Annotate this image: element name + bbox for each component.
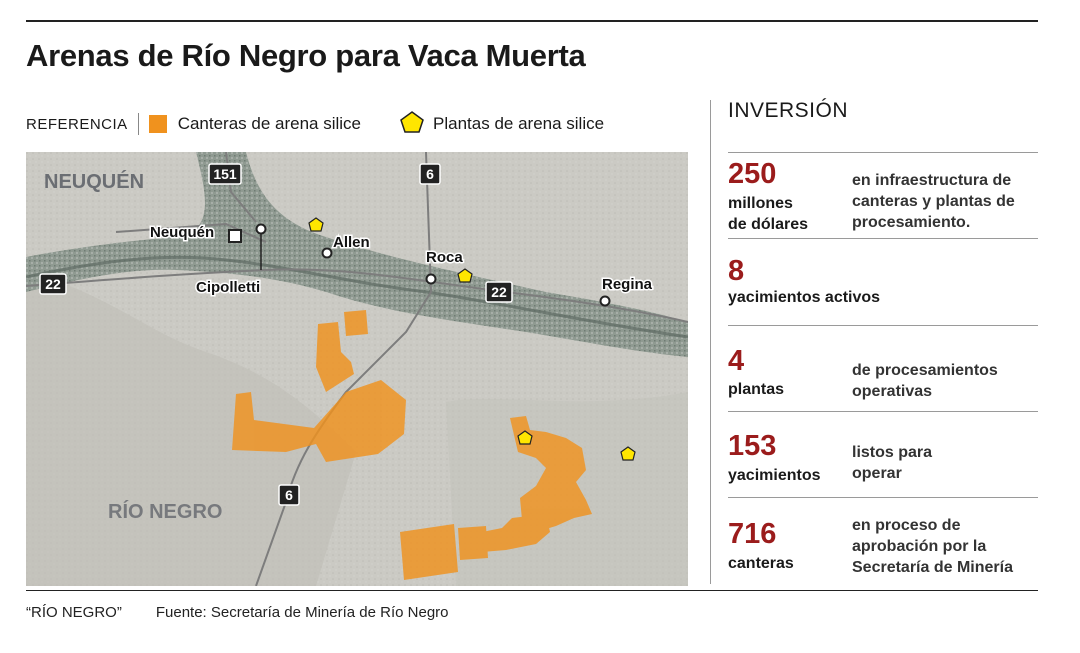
- city-label-roca: Roca: [426, 249, 463, 266]
- stat-active-deposits: 8 yacimientos activos: [728, 238, 1038, 325]
- svg-text:22: 22: [45, 276, 61, 292]
- quarry-polygon: [510, 416, 592, 532]
- city-label-cipolletti: Cipolletti: [196, 279, 260, 296]
- top-rule: [26, 20, 1038, 22]
- stat-unit: millones de dólares: [728, 195, 809, 233]
- stat-ready-deposits: 153 yacimientos listos para operar: [728, 411, 1038, 497]
- footer: “RÍO NEGRO” Fuente: Secretaría de Minería…: [26, 604, 449, 621]
- route-22-center-shield: 22: [485, 281, 513, 303]
- route-6-south-shield: 6: [278, 484, 300, 506]
- city-label-allen: Allen: [333, 234, 370, 251]
- stat-value: 716: [728, 518, 777, 550]
- quarry-polygon: [400, 524, 458, 580]
- quarry-polygon: [482, 514, 550, 552]
- plants: [308, 217, 636, 461]
- legend-divider: [137, 113, 139, 135]
- plant-pentagon-icon: [399, 110, 425, 139]
- legend: REFERENCIA Canteras de arena silice Plan…: [26, 110, 605, 139]
- stat-unit: plantas: [728, 381, 785, 398]
- regina-dot-icon: [599, 295, 611, 307]
- stat-unit: yacimientos activos: [728, 289, 881, 306]
- quarry-swatch-icon: [148, 115, 167, 133]
- footer-source: Fuente: Secretaría de Minería de Río Neg…: [155, 604, 449, 621]
- quarry-polygon: [344, 310, 368, 336]
- stat-value: 250: [728, 158, 777, 190]
- stat-unit: yacimientos: [728, 467, 821, 484]
- quarry-polygon: [316, 322, 354, 392]
- allen-dot-icon: [321, 247, 333, 259]
- plant-marker-icon: [457, 268, 473, 283]
- satellite-map: 151 6 22 22 6 NEUQUÉN RÍO NEGRO Neu: [26, 152, 688, 586]
- city-markers: [228, 223, 611, 307]
- region-label-rio-negro: RÍO NEGRO: [108, 500, 222, 523]
- stat-description: listos para operar: [852, 444, 933, 482]
- stat-investment: 250 millones de dólares en infraestructu…: [728, 152, 1038, 238]
- stat-unit: canteras: [728, 555, 794, 572]
- stat-description: en infraestructura de canteras y plantas…: [852, 172, 1015, 231]
- svg-text:6: 6: [426, 166, 434, 182]
- quarry-polygon: [458, 526, 488, 560]
- city-label-neuquen: Neuquén: [150, 224, 214, 241]
- column-divider: [710, 100, 711, 584]
- region-label-neuquen: NEUQUÉN: [44, 170, 144, 193]
- river-valley: [26, 152, 688, 357]
- stat-plants: 4 plantas de procesamientos operativas: [728, 325, 1038, 411]
- cipolletti-dot-icon: [255, 223, 267, 235]
- stat-quarries: 716 canteras en proceso de aprobación po…: [728, 497, 1038, 588]
- page-title: Arenas de Río Negro para Vaca Muerta: [26, 38, 586, 73]
- route-shields: 151 6 22 22 6: [39, 163, 513, 506]
- plant-marker-icon: [620, 446, 636, 461]
- city-label-regina: Regina: [602, 276, 653, 293]
- bottom-rule: [26, 590, 1038, 591]
- plant-marker-icon: [308, 217, 324, 232]
- footer-credit: “RÍO NEGRO”: [26, 604, 122, 621]
- stat-value: 153: [728, 430, 777, 462]
- stat-value: 4: [728, 345, 745, 377]
- route-22-west-shield: 22: [39, 273, 67, 295]
- quarry-polygon: [232, 380, 406, 462]
- svg-text:6: 6: [285, 487, 293, 503]
- stat-description: en proceso de aprobación por la Secretar…: [852, 517, 1013, 576]
- investment-title: INVERSIÓN: [728, 99, 849, 122]
- plant-marker-icon: [517, 430, 533, 445]
- legend-reference-label: REFERENCIA: [26, 115, 128, 133]
- svg-text:22: 22: [491, 284, 507, 300]
- route-151-shield: 151: [208, 163, 242, 185]
- legend-quarries-label: Canteras de arena silice: [177, 114, 362, 133]
- quarries: [232, 310, 592, 580]
- roca-dot-icon: [425, 273, 437, 285]
- legend-plants-label: Plantas de arena silice: [433, 114, 605, 133]
- route-6-north-shield: 6: [419, 163, 441, 185]
- stat-value: 8: [728, 255, 745, 287]
- stat-description: de procesamientos operativas: [852, 362, 998, 400]
- neuquen-square-icon: [228, 229, 242, 243]
- svg-text:151: 151: [213, 166, 237, 182]
